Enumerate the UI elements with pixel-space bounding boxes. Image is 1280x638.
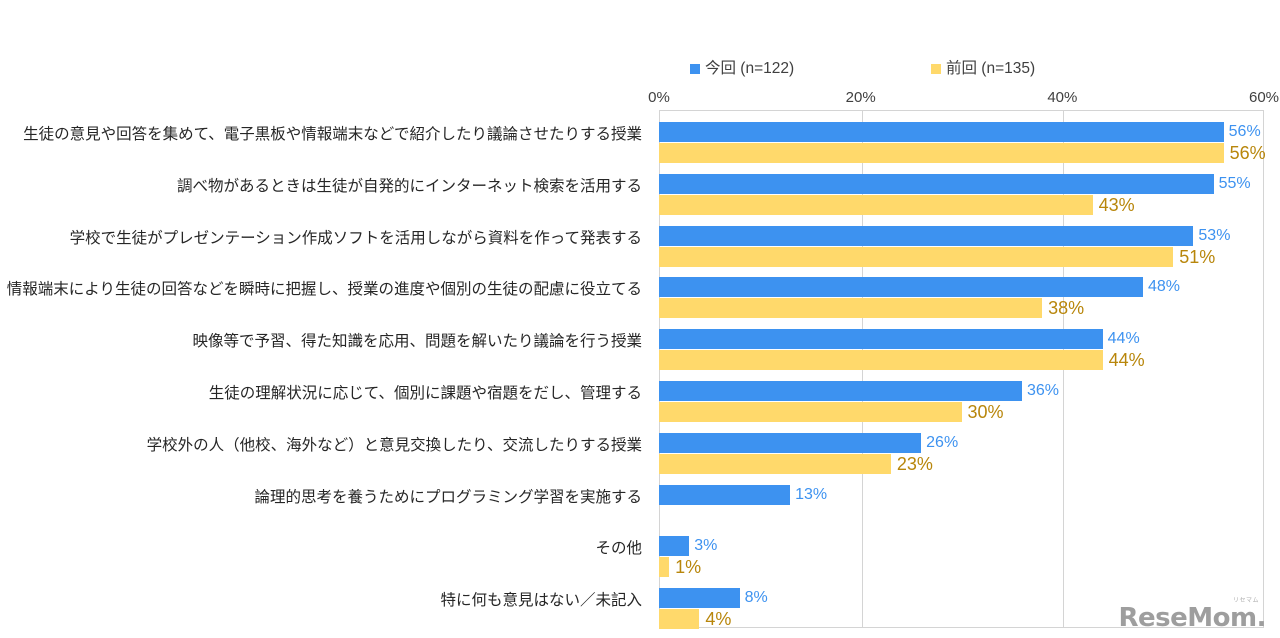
bar-value-label: 53% [1198,226,1231,244]
bar-value-label: 13% [795,485,828,503]
bar-previous[interactable]: 1% [659,557,702,578]
bar-previous[interactable]: 51% [659,246,1216,267]
bar-current[interactable]: 53% [659,225,1231,246]
bar-fill [659,588,740,609]
category-label-6: 学校外の人（他校、海外など）と意見交換したり、交流したりする授業 [146,436,642,454]
bar-previous[interactable]: 4% [659,609,732,630]
bar-value-label: 36% [1027,382,1060,399]
bar-previous[interactable]: 44% [659,350,1145,371]
category-label-2: 学校で生徒がプレゼンテーション作成ソフトを活用しながら資料を作って発表する [69,229,642,247]
category-label-3: 情報端末により生徒の回答などを瞬時に把握し、授業の進度や個別の生徒の配慮に役立て… [6,281,642,299]
bar-value-label: 43% [1098,194,1135,215]
bar-row: 56% 56% [659,110,1266,163]
bar-value-label: 1% [675,557,702,578]
bar-current[interactable]: 13% [659,484,828,505]
bar-row: 26% 23% [659,421,1264,474]
bar-value-label: 56% [1228,123,1261,140]
bar-current[interactable]: 48% [659,277,1181,298]
bar-current[interactable]: 8% [659,588,768,609]
bar-current[interactable]: 44% [659,329,1140,350]
bar-row: 48% 38% [659,265,1264,319]
bar-value-label: 8% [744,589,768,607]
bar-row: 55% 43% [659,162,1264,215]
y-axis-category-labels: 生徒の意見や回答を集めて、電子黒板や情報端末などで紹介したり議論させたりする授業… [0,110,651,628]
category-label-7: 論理的思考を養うためにプログラミング学習を実施する [254,488,642,506]
bar-value-label: 26% [926,433,959,451]
bar-row: 13% [659,473,1264,525]
legend-swatch-previous [931,63,941,74]
bar-previous[interactable]: 38% [659,298,1085,319]
x-axis-tick-0: 0% [648,89,670,106]
bar-previous[interactable]: 43% [659,194,1135,215]
bar-previous[interactable]: 30% [659,402,1004,422]
bar-fill [659,381,1022,401]
bar-value-label: 4% [705,609,732,630]
bar-value-label: 55% [1218,174,1251,192]
bar-value-label: 23% [896,453,933,474]
bar-fill [659,225,1194,246]
x-axis-tick-labels: 0% 20% 40% 60% [0,90,1280,110]
bar-value-label: 44% [1107,330,1140,348]
bar-row: 8% 4% [659,576,1264,630]
bar-value-label: 30% [967,402,1004,422]
bar-value-label: 48% [1148,278,1181,296]
bar-fill [659,122,1224,142]
bar-fill [659,194,1093,215]
bar-value-label: 51% [1179,246,1216,267]
category-label-4: 映像等で予習、得た知識を応用、問題を解いたり議論を行う授業 [192,333,642,351]
bar-previous[interactable]: 56% [659,143,1266,163]
bar-fill [659,453,891,474]
bar-current[interactable]: 26% [659,432,959,453]
category-label-9: 特に何も意見はない／未記入 [440,592,642,610]
category-label-5: 生徒の理解状況に応じて、個別に課題や宿題をだし、管理する [208,384,642,402]
bar-current[interactable]: 56% [659,122,1261,142]
category-label-0: 生徒の意見や回答を集めて、電子黒板や情報端末などで紹介したり議論させたりする授業 [23,125,642,143]
legend-swatch-current [690,63,700,74]
bar-value-label: 3% [694,537,718,555]
bar-value-label: 38% [1048,298,1085,319]
bar-value-label: 56% [1229,143,1266,163]
bar-fill [659,246,1174,267]
x-axis-tick-2: 40% [1047,89,1078,106]
category-label-8: その他 [595,540,642,558]
bar-current[interactable]: 3% [659,536,718,557]
bar-previous[interactable]: 23% [659,453,933,474]
bar-fill [659,350,1103,371]
legend-item-current[interactable]: 今回 (n=122) [690,61,794,77]
x-axis-tick-1: 20% [845,89,876,106]
bar-current[interactable]: 36% [659,381,1059,401]
bar-row: 44% 44% [659,317,1264,371]
bar-fill [659,402,962,422]
bar-fill [659,277,1143,298]
bar-fill [659,329,1103,350]
bar-fill [659,143,1224,163]
bar-fill [659,484,791,505]
bars-layer: 56% 56% 55% 43% 53% 51% 48% 38% 44% 44% 36% 30% 26% 2… [659,110,1266,630]
bar-row: 36% 30% [659,369,1264,422]
bar-current[interactable]: 55% [659,173,1251,194]
chart-legend: 今回 (n=122) 前回 (n=135) [659,58,1265,82]
bar-fill [659,557,670,578]
bar-row: 53% 51% [659,214,1264,267]
legend-item-previous[interactable]: 前回 (n=135) [931,61,1035,77]
category-label-1: 調べ物があるときは生徒が自発的にインターネット検索を活用する [176,177,642,195]
bar-fill [659,609,700,630]
bar-value-label: 44% [1108,350,1145,371]
bar-row: 3% 1% [659,524,1264,578]
bar-fill [659,432,922,453]
x-axis-tick-3: 60% [1248,89,1280,106]
legend-label-current: 今回 (n=122) [705,60,795,77]
legend-label-previous: 前回 (n=135) [946,60,1036,77]
bar-fill [659,536,690,557]
bar-fill [659,298,1043,319]
bar-fill [659,173,1214,194]
